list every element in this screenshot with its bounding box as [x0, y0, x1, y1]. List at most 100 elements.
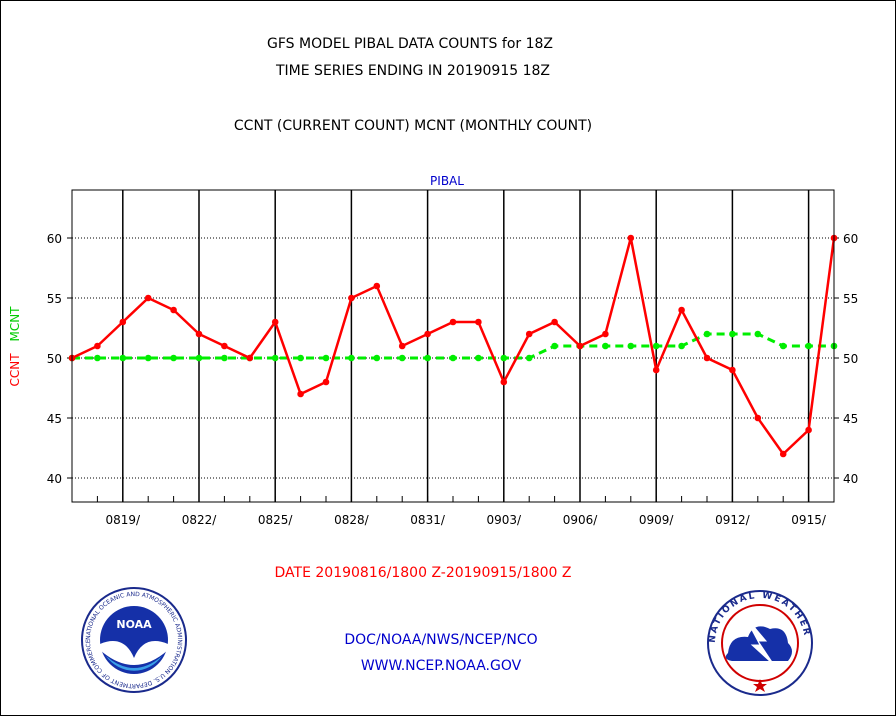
- noaa-logo-seagull-icon: [100, 641, 168, 665]
- x-tick-label: 0909/: [639, 513, 675, 527]
- data-point-ccnt: [576, 342, 584, 350]
- data-point-ccnt: [373, 282, 381, 290]
- data-point-mcnt: [94, 354, 101, 362]
- series-line-ccnt: [71, 237, 836, 456]
- data-point-mcnt: [602, 342, 609, 350]
- data-point-mcnt: [348, 354, 355, 362]
- nws-logo: NATIONAL WEATHER SERVICE: [707, 590, 813, 696]
- data-point-ccnt: [424, 330, 431, 338]
- y-tick-label-left: 55: [47, 292, 62, 306]
- y-tick-label-right: 50: [843, 352, 858, 366]
- y-tick-label-left: 40: [47, 472, 62, 486]
- data-point-mcnt: [170, 354, 177, 362]
- nws-logo-lightning-icon: [743, 614, 775, 666]
- data-point-mcnt: [144, 354, 152, 362]
- data-point-mcnt: [373, 354, 381, 362]
- data-point-mcnt: [271, 354, 279, 362]
- y-axis-label-mcnt: MCNT: [8, 306, 22, 342]
- credit-organization: DOC/NOAA/NWS/NCEP/NCO: [344, 632, 538, 648]
- data-point-mcnt: [424, 354, 431, 362]
- data-point-mcnt: [754, 330, 762, 338]
- data-point-mcnt: [627, 342, 635, 350]
- data-point-mcnt: [678, 342, 685, 350]
- data-point-mcnt: [525, 354, 533, 362]
- data-point-ccnt: [779, 450, 787, 458]
- y-tick-label-right: 45: [843, 412, 858, 426]
- data-point-mcnt: [703, 330, 711, 338]
- data-point-ccnt: [525, 330, 533, 338]
- data-point-mcnt: [221, 354, 228, 362]
- data-point-ccnt: [627, 234, 635, 242]
- data-point-ccnt: [652, 366, 660, 374]
- data-point-ccnt: [602, 330, 609, 338]
- data-point-mcnt: [475, 354, 482, 362]
- credit-website: WWW.NCEP.NOAA.GOV: [360, 658, 522, 674]
- chart-title: GFS MODEL PIBAL DATA COUNTS for 18Z: [267, 36, 553, 52]
- x-tick-label: 0831/: [410, 513, 446, 527]
- data-point-ccnt: [221, 342, 228, 350]
- data-point-ccnt: [246, 354, 254, 362]
- data-point-mcnt: [779, 342, 787, 350]
- data-point-mcnt: [652, 342, 660, 350]
- noaa-logo: NOAA NATIONAL OCEANIC AND ATMOSPHERIC AD…: [81, 587, 187, 693]
- data-point-ccnt: [449, 318, 457, 326]
- x-tick-label: 0915/: [791, 513, 827, 527]
- noaa-logo-sea: [106, 656, 162, 671]
- x-tick-label: 0828/: [334, 513, 370, 527]
- data-point-ccnt: [119, 318, 127, 326]
- y-tick-label-left: 50: [47, 352, 62, 366]
- x-tick-label: 0819/: [106, 513, 142, 527]
- data-point-ccnt: [729, 366, 736, 374]
- data-point-ccnt: [94, 342, 101, 350]
- data-point-ccnt: [322, 378, 330, 386]
- data-point-mcnt: [449, 354, 457, 362]
- data-point-mcnt: [119, 354, 127, 362]
- plot-area-border: [71, 189, 835, 503]
- x-tick-label: 0912/: [715, 513, 751, 527]
- data-point-ccnt: [754, 414, 762, 422]
- series-line-mcnt: [72, 332, 834, 360]
- data-point-ccnt: [475, 318, 482, 326]
- data-point-mcnt: [805, 342, 812, 350]
- grid-layer: [67, 190, 839, 502]
- data-point-ccnt: [348, 294, 355, 302]
- data-point-ccnt: [500, 378, 508, 386]
- data-point-mcnt: [398, 354, 406, 362]
- x-tick-label: 0822/: [182, 513, 218, 527]
- data-point-ccnt: [195, 330, 203, 338]
- data-point-ccnt: [805, 426, 812, 434]
- data-point-ccnt: [170, 306, 177, 314]
- data-point-ccnt: [703, 354, 711, 362]
- x-tick-label: 0903/: [487, 513, 523, 527]
- y-axis-label-ccnt: CCNT: [8, 353, 22, 387]
- data-point-mcnt: [729, 330, 736, 338]
- y-tick-label-left: 60: [47, 232, 62, 246]
- noaa-logo-label: NOAA: [116, 618, 152, 631]
- label-layer: 40 40 45 45 50 50 55 55 60 60 0819/0822/0825/0828/…: [47, 232, 859, 527]
- y-axis-label-group: CCNT MCNT: [8, 306, 22, 387]
- series-layer: [68, 234, 838, 458]
- y-tick-label-right: 55: [843, 292, 858, 306]
- y-tick-label-right: 60: [843, 232, 858, 246]
- data-point-mcnt: [551, 342, 558, 350]
- x-tick-label: 0906/: [563, 513, 599, 527]
- nws-logo-star-icon: [753, 679, 767, 692]
- panel-title: PIBAL: [430, 174, 464, 188]
- chart-subtitle: TIME SERIES ENDING IN 20190915 18Z: [276, 63, 550, 79]
- data-point-ccnt: [297, 390, 304, 398]
- data-point-ccnt: [144, 294, 152, 302]
- y-tick-label-right: 40: [843, 472, 858, 486]
- data-point-ccnt: [271, 318, 279, 326]
- data-point-mcnt: [500, 354, 508, 362]
- y-tick-label-left: 45: [47, 412, 62, 426]
- data-point-ccnt: [678, 306, 685, 314]
- series-description: CCNT (CURRENT COUNT) MCNT (MONTHLY COUNT…: [233, 118, 593, 134]
- data-point-mcnt: [322, 354, 330, 362]
- x-tick-label: 0825/: [258, 513, 294, 527]
- data-point-mcnt: [195, 354, 203, 362]
- data-point-mcnt: [297, 354, 304, 362]
- data-point-ccnt: [551, 318, 558, 326]
- data-point-ccnt: [398, 342, 406, 350]
- date-range-label: DATE 20190816/1800 Z-20190915/1800 Z: [274, 565, 572, 581]
